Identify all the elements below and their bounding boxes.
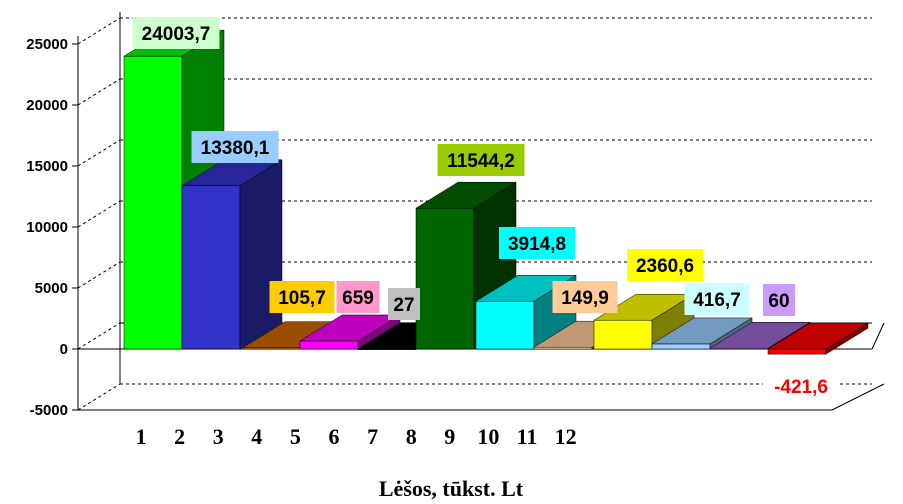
- data-label-box: [763, 284, 795, 316]
- bar-front: [767, 348, 827, 355]
- zero-floor-side: [871, 322, 885, 350]
- gridline-side-5000: [77, 261, 121, 289]
- data-label-text: 13380,1: [201, 138, 270, 159]
- data-label-box: [437, 144, 525, 176]
- data-label-text: -421,6: [774, 377, 828, 398]
- y-tick-label: 20000: [26, 97, 68, 114]
- data-label-8: 149,9: [552, 281, 618, 313]
- data-label-box: [627, 249, 703, 281]
- x-tick-label: 9: [444, 424, 455, 449]
- data-label-6: 11544,2: [437, 144, 525, 176]
- data-label-text: 659: [342, 288, 374, 309]
- data-label-box: [388, 288, 420, 320]
- data-label-box: [191, 131, 279, 163]
- bar-side: [239, 159, 283, 350]
- bar-front: [533, 346, 593, 350]
- bar-front: [181, 185, 241, 350]
- data-label-3: 105,7: [269, 281, 335, 313]
- data-label-text: 416,7: [693, 290, 741, 311]
- data-label-box: [132, 17, 220, 49]
- bottom-floor-side: [831, 383, 885, 411]
- bar-front: [475, 300, 535, 350]
- data-label-text: 27: [393, 295, 414, 316]
- data-label-7: 3914,8: [499, 227, 575, 259]
- x-tick-label: 11: [517, 424, 538, 449]
- bar-12: [767, 322, 869, 355]
- x-tick-label: 12: [555, 424, 577, 449]
- x-tick-label: 7: [367, 424, 378, 449]
- y-tick-label: 5000: [35, 280, 68, 297]
- data-label-2: 13380,1: [191, 131, 279, 163]
- data-labels: 24003,7 13380,1 105,7 659 27 11544,2 3914,8 149…: [132, 17, 839, 402]
- data-label-4: 659: [336, 281, 380, 313]
- data-label-5: 27: [388, 288, 420, 320]
- data-label-12: -421,6: [763, 370, 839, 402]
- x-tick-label: 2: [174, 424, 185, 449]
- bar-side: [825, 322, 869, 355]
- gridline-side-0: [77, 322, 121, 350]
- gridline-side-25000: [77, 17, 121, 45]
- data-label-box: [499, 227, 575, 259]
- data-label-text: 105,7: [278, 288, 326, 309]
- y-tick-label: 0: [60, 341, 68, 358]
- x-tick-label: 10: [477, 424, 499, 449]
- data-label-text: 3914,8: [508, 234, 566, 255]
- y-tick-label: 15000: [26, 158, 68, 175]
- data-label-box: [336, 281, 380, 313]
- bar-10: [651, 317, 753, 350]
- bar-9: [593, 293, 695, 350]
- bar-front: [299, 340, 359, 350]
- bar-front: [123, 55, 183, 350]
- bar-front: [415, 207, 475, 350]
- gridline-side--5000: [77, 383, 121, 411]
- bars: [123, 29, 869, 355]
- gridline-side-15000: [77, 139, 121, 167]
- x-tick-label: 5: [290, 424, 301, 449]
- data-label-text: 24003,7: [142, 24, 211, 45]
- x-tick-label: 3: [213, 424, 224, 449]
- y-tick-label: 25000: [26, 36, 68, 53]
- x-tick-label: 1: [136, 424, 147, 449]
- gridline-side-10000: [77, 200, 121, 228]
- data-label-1: 24003,7: [132, 17, 220, 49]
- data-label-11: 60: [763, 284, 795, 316]
- y-tick-label: -5000: [30, 402, 68, 419]
- data-label-box: [552, 281, 618, 313]
- x-axis-title: Lėšos, tūkst. Lt: [379, 476, 524, 501]
- data-label-text: 60: [768, 291, 789, 312]
- data-label-box: [684, 283, 750, 315]
- bar-4: [299, 314, 401, 350]
- data-label-9: 2360,6: [627, 249, 703, 281]
- data-label-text: 11544,2: [447, 151, 515, 172]
- bar-2: [181, 159, 283, 350]
- bar-front: [651, 343, 711, 350]
- data-label-text: 2360,6: [636, 256, 694, 277]
- x-tick-label: 6: [329, 424, 340, 449]
- data-label-box: [269, 281, 335, 313]
- y-tick-label: 10000: [26, 219, 68, 236]
- data-label-text: 149,9: [561, 288, 609, 309]
- x-tick-label: 8: [406, 424, 417, 449]
- x-tick-label: 4: [251, 424, 262, 449]
- data-label-10: 416,7: [684, 283, 750, 315]
- gridline-side-20000: [77, 78, 121, 106]
- data-label-box: [763, 370, 839, 402]
- bar-front: [593, 319, 653, 350]
